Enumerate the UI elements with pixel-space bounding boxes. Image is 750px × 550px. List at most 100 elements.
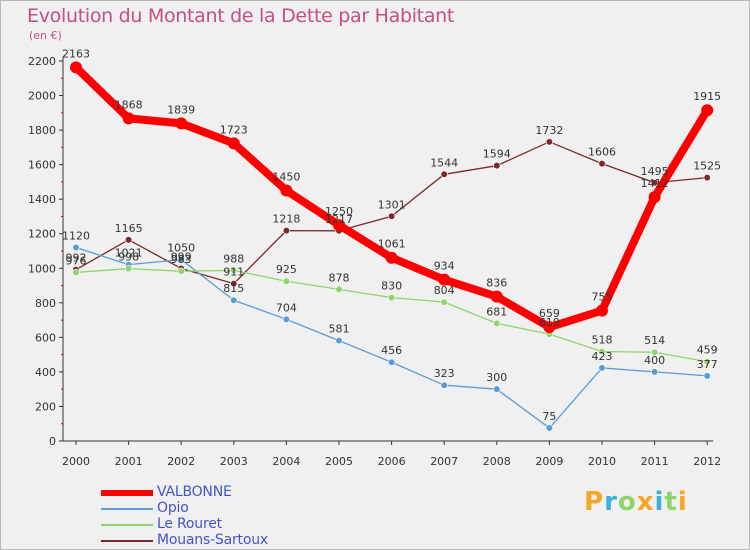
legend-swatch-le-rouret (101, 524, 153, 526)
data-label: 1050 (167, 242, 195, 255)
data-point (650, 179, 659, 187)
data-point (650, 348, 659, 356)
y-tick-label: 1400 (28, 193, 56, 206)
data-label: 1495 (641, 165, 669, 178)
legend-swatch-valbonne (101, 490, 153, 496)
x-tick-label: 2004 (272, 455, 300, 468)
y-tick-label: 1800 (28, 124, 56, 137)
data-label: 1450 (272, 171, 300, 184)
data-label: 1839 (167, 103, 195, 116)
data-point (124, 236, 133, 244)
legend-label: Opio (157, 500, 189, 516)
data-label: 911 (223, 266, 244, 279)
data-point (648, 191, 661, 204)
data-label: 1412 (641, 177, 669, 190)
logo-letter: i (677, 487, 688, 517)
logo-letter: o (617, 487, 637, 517)
data-point (124, 265, 133, 273)
data-label: 459 (697, 344, 718, 357)
data-point (438, 273, 451, 286)
data-point (335, 285, 343, 293)
data-point (703, 173, 711, 182)
data-point (440, 170, 448, 178)
data-label: 581 (329, 323, 350, 336)
data-label: 1868 (115, 98, 143, 111)
data-label: 836 (486, 277, 507, 290)
data-point (703, 358, 711, 366)
data-label: 377 (697, 358, 718, 371)
data-point (440, 298, 448, 306)
x-tick-label: 2006 (378, 455, 406, 468)
data-point (493, 385, 501, 393)
data-point (230, 280, 238, 288)
data-label: 983 (171, 253, 192, 266)
y-tick-label: 2000 (28, 90, 56, 103)
y-tick-label: 1600 (28, 159, 56, 172)
data-label: 992 (66, 252, 87, 265)
data-point (333, 219, 345, 232)
data-point (230, 296, 238, 304)
x-tick-label: 2008 (483, 455, 511, 468)
proxiti-logo: Proxiti (584, 487, 688, 517)
data-point (440, 381, 448, 389)
data-label: 1723 (220, 123, 248, 136)
data-point (388, 294, 396, 302)
data-point (282, 277, 291, 285)
data-point (543, 321, 556, 334)
data-label: 400 (644, 354, 665, 367)
data-label: 830 (381, 280, 402, 293)
data-label: 976 (66, 254, 87, 267)
logo-letter: r (604, 487, 618, 517)
data-label: 1544 (430, 156, 458, 169)
data-label: 925 (276, 263, 297, 276)
data-point (493, 319, 501, 327)
x-tick-label: 2002 (167, 455, 195, 468)
data-point (280, 184, 293, 197)
data-point (175, 117, 188, 130)
data-point (388, 212, 396, 220)
data-label: 1218 (272, 213, 300, 226)
legend-label: VALBONNE (157, 484, 232, 500)
legend-swatch-opio (101, 508, 153, 510)
data-label: 878 (329, 271, 350, 284)
data-point (598, 160, 606, 168)
data-point (493, 162, 501, 170)
data-label: 1120 (62, 230, 90, 243)
data-label: 1301 (378, 198, 406, 211)
data-point (177, 267, 185, 275)
data-point (70, 61, 82, 74)
data-label: 704 (276, 301, 297, 314)
data-label: 1594 (483, 148, 511, 161)
chart-title: Evolution du Montant de la Dette par Hab… (27, 5, 455, 27)
x-tick-label: 2011 (641, 455, 669, 468)
y-tick-label: 2200 (28, 55, 56, 68)
data-point (72, 268, 80, 277)
legend-swatch-mouans-sartoux (101, 540, 153, 542)
data-label: 998 (118, 251, 139, 264)
x-tick-label: 2009 (535, 455, 563, 468)
x-tick-label: 2000 (62, 455, 90, 468)
data-label: 300 (486, 371, 507, 384)
x-tick-label: 2005 (325, 455, 353, 468)
data-label: 755 (592, 291, 613, 304)
data-label: 456 (381, 344, 402, 357)
data-point (596, 304, 608, 317)
data-point (545, 138, 554, 146)
legend-label: Mouans-Sartoux (157, 532, 268, 548)
x-tick-label: 2003 (220, 455, 248, 468)
data-point (388, 358, 396, 366)
y-tick-label: 0 (49, 435, 56, 448)
data-label: 2163 (62, 47, 90, 60)
data-label: 1732 (535, 124, 563, 137)
data-label: 804 (434, 284, 455, 297)
data-label: 1250 (325, 205, 353, 218)
y-tick-label: 600 (35, 331, 56, 344)
legend-label: Le Rouret (157, 516, 222, 532)
logo-letter: t (664, 487, 678, 517)
data-point (490, 290, 503, 303)
data-label: 1217 (325, 213, 353, 226)
y-axis-unit: (en €) (29, 29, 62, 42)
logo-letter: P (584, 487, 605, 517)
